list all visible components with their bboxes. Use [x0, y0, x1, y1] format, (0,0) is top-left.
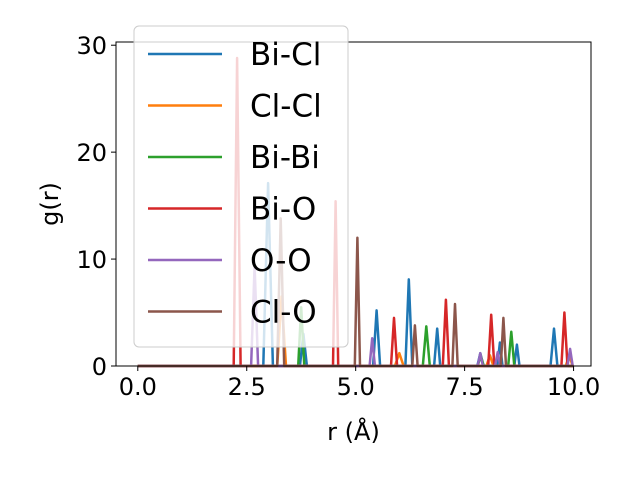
legend-label: Bi-Cl [250, 37, 321, 73]
legend-label: Bi-Bi [250, 140, 320, 176]
y-axis: 0 10 20 30 [76, 32, 116, 381]
x-axis: 0.0 2.5 5.0 7.5 10.0 [119, 366, 600, 401]
x-axis-label: r (Å) [327, 417, 380, 446]
y-tick-label: 20 [76, 139, 107, 167]
x-tick-label: 2.5 [228, 373, 266, 401]
y-tick-label: 10 [76, 246, 107, 274]
x-tick-label: 10.0 [547, 373, 600, 401]
legend-label: Bi-O [250, 192, 316, 228]
legend-label: Cl-Cl [250, 89, 322, 125]
x-tick-label: 5.0 [337, 373, 375, 401]
plot-frame [115, 41, 592, 367]
legend-label: Cl-O [250, 295, 317, 331]
legend: Bi-Cl Cl-Cl Bi-Bi Bi-O O-O Cl-O [133, 25, 349, 348]
x-tick-label: 7.5 [446, 373, 484, 401]
y-tick-label: 30 [76, 32, 107, 60]
legend-label: O-O [250, 243, 312, 279]
y-axis-label: g(r) [36, 182, 64, 226]
y-tick-label: 0 [92, 353, 107, 381]
x-tick-label: 0.0 [119, 373, 157, 401]
